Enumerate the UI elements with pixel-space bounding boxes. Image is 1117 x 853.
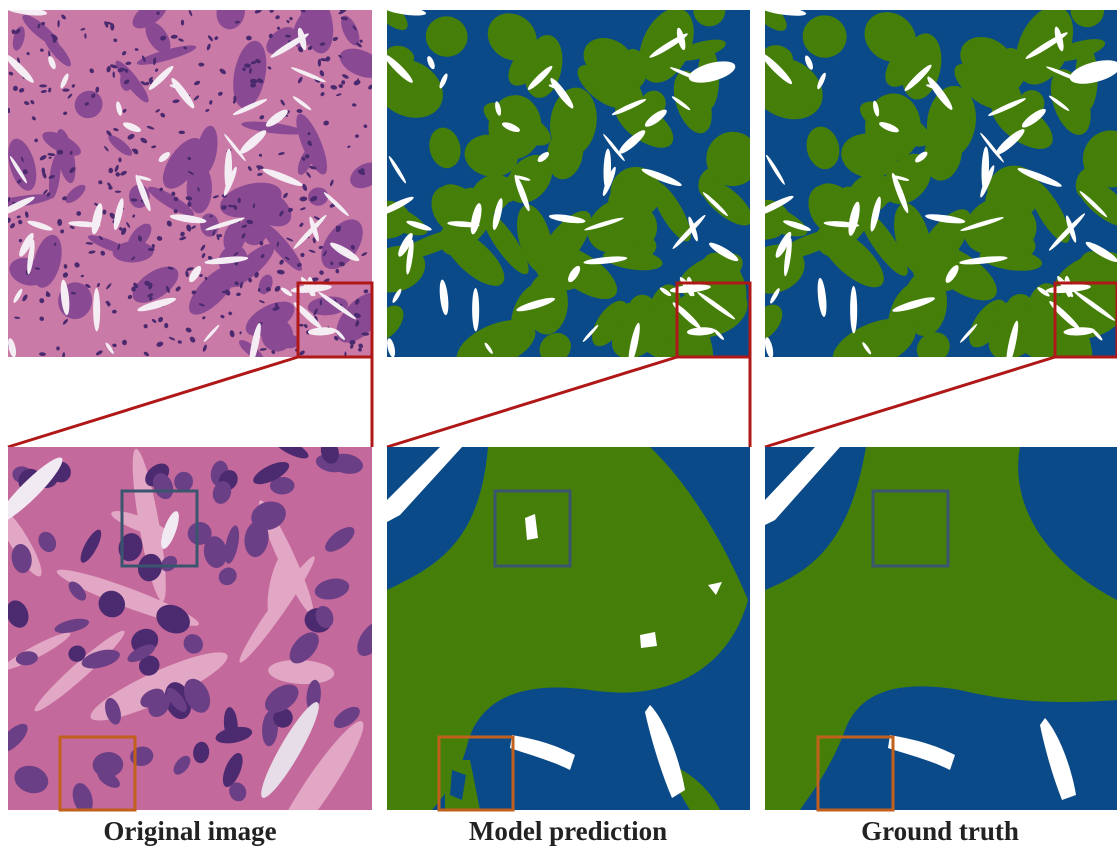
caption: Ground truth xyxy=(861,816,1019,846)
figure: Original image Model prediction Ground t… xyxy=(0,0,1117,853)
ground-truth-image xyxy=(725,0,1117,395)
histology-image xyxy=(0,0,393,365)
caption: Model prediction xyxy=(469,816,667,846)
prediction-image xyxy=(349,0,762,393)
nucleus xyxy=(39,84,47,87)
nucleus xyxy=(164,323,168,328)
caption: Original image xyxy=(103,816,276,846)
nucleus xyxy=(118,157,121,162)
nucleus xyxy=(320,299,322,305)
